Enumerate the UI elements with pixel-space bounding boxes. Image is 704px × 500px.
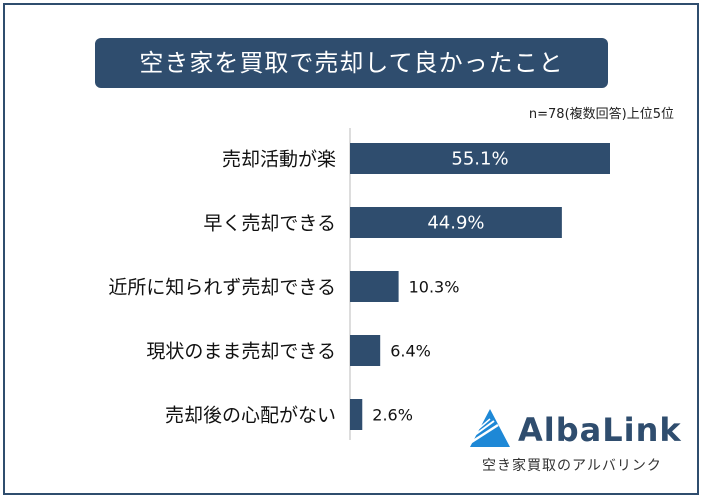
bar — [350, 207, 562, 238]
albalink-logo-icon — [469, 409, 510, 447]
bar — [350, 335, 381, 366]
value-label: 2.6% — [372, 406, 413, 425]
value-label: 10.3% — [409, 278, 460, 297]
bar — [350, 271, 399, 302]
category-label: 現状のまま売却できる — [146, 341, 336, 363]
category-label: 売却後の心配がない — [165, 405, 336, 427]
logo-name: AlbaLink — [518, 411, 682, 449]
value-label: 44.9% — [427, 213, 484, 234]
value-label: 55.1% — [451, 149, 508, 170]
chart-title: 空き家を買取で売却して良かったこと — [95, 38, 608, 88]
sample-note: n=78(複数回答)上位5位 — [528, 107, 674, 122]
value-label: 6.4% — [390, 342, 431, 361]
logo-subtitle: 空き家買取のアルバリンク — [482, 458, 662, 474]
bar — [350, 143, 610, 174]
category-label: 売却活動が楽 — [222, 149, 336, 171]
category-label: 早く売却できる — [203, 213, 336, 235]
bar — [350, 399, 363, 430]
category-label: 近所に知られず売却できる — [108, 277, 336, 299]
albalink-logo: AlbaLink 空き家買取のアルバリンク — [468, 405, 681, 475]
chart-frame — [3, 3, 699, 495]
